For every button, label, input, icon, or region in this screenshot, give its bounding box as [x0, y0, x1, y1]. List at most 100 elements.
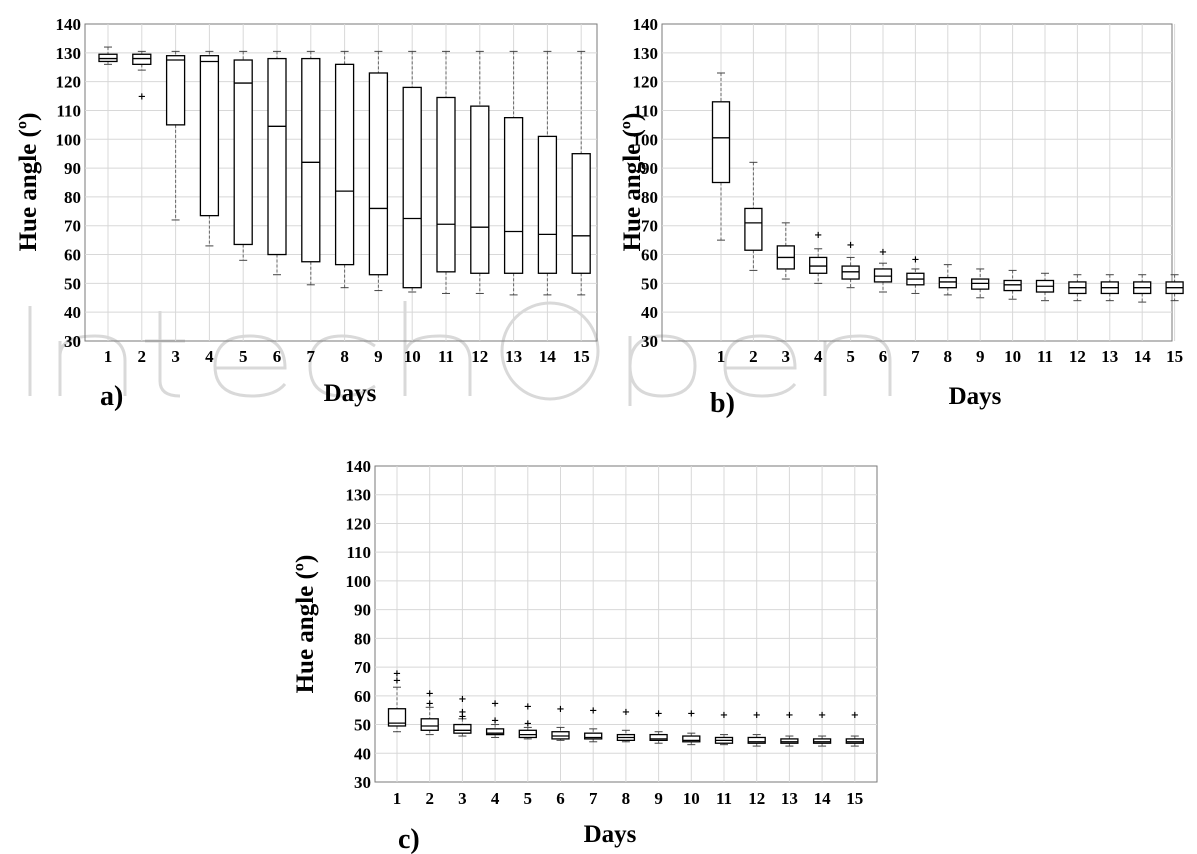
- box-day-11: [1035, 272, 1055, 302]
- y-tick-label: 50: [354, 716, 371, 735]
- iqr-box: [809, 256, 828, 274]
- iqr-box: [233, 59, 253, 246]
- iqr-box: [485, 728, 505, 736]
- y-tick-label: 50: [641, 274, 658, 293]
- box-day-13: [1100, 274, 1119, 302]
- iqr-box: [747, 736, 766, 744]
- box-day-10: [402, 50, 422, 293]
- y-axis-title: Hue angle (º): [292, 555, 319, 694]
- x-tick-label: 3: [782, 347, 791, 366]
- y-tick-label: 80: [64, 188, 81, 207]
- y-axis-title: Hue angle (º): [15, 113, 42, 252]
- x-tick-label: 11: [716, 789, 732, 808]
- x-tick-label: 4: [814, 347, 823, 366]
- box-day-11: [436, 50, 456, 294]
- box-day-7: +: [906, 254, 925, 294]
- box-day-5: ++: [518, 701, 537, 740]
- iqr-box: [649, 733, 668, 741]
- x-tick-label: 3: [171, 347, 180, 366]
- x-tick-label: 1: [393, 789, 402, 808]
- plot-frame: [84, 23, 598, 342]
- box-day-12: [1068, 274, 1087, 302]
- box-day-4: [199, 50, 220, 247]
- y-tick-label: 110: [56, 101, 81, 120]
- x-tick-label: 5: [524, 789, 533, 808]
- box-day-1: [711, 72, 731, 241]
- x-tick-label: 1: [717, 347, 726, 366]
- iqr-box: [199, 55, 220, 217]
- box-day-2: [744, 161, 763, 271]
- iqr-box: [938, 276, 957, 289]
- y-tick-label: 110: [346, 543, 371, 562]
- iqr-box: [518, 729, 537, 739]
- x-tick-label: 2: [425, 789, 434, 808]
- y-tick-label: 80: [641, 188, 658, 207]
- iqr-box: [551, 731, 570, 740]
- x-tick-label: 7: [589, 789, 598, 808]
- x-tick-label: 4: [205, 347, 214, 366]
- x-tick-label: 13: [781, 789, 798, 808]
- outlier-point: +: [846, 240, 854, 251]
- y-tick-label: 100: [346, 572, 372, 591]
- y-tick-label: 120: [346, 514, 372, 533]
- box-day-4: ++: [485, 699, 505, 738]
- x-tick-label: 5: [239, 347, 248, 366]
- x-tick-label: 7: [911, 347, 920, 366]
- x-tick-label: 10: [683, 789, 700, 808]
- x-tick-label: 9: [374, 347, 383, 366]
- box-day-4: +: [809, 230, 828, 284]
- x-axis-title: Days: [949, 383, 1002, 410]
- outlier-point: +: [458, 694, 466, 705]
- outlier-point: +: [622, 707, 630, 718]
- y-tick-label: 30: [64, 332, 81, 351]
- box-day-3: [165, 50, 186, 221]
- y-tick-label: 100: [633, 130, 659, 149]
- iqr-box: [571, 153, 591, 274]
- x-tick-label: 13: [505, 347, 522, 366]
- box-day-7: +: [584, 706, 603, 743]
- iqr-box: [368, 72, 389, 276]
- x-tick-label: 8: [622, 789, 631, 808]
- outlier-point: +: [426, 699, 434, 710]
- box-day-8: [938, 264, 957, 296]
- x-tick-label: 4: [491, 789, 500, 808]
- y-tick-label: 100: [56, 130, 82, 149]
- x-axis-title: Days: [324, 380, 377, 407]
- x-tick-label: 2: [749, 347, 758, 366]
- x-tick-label: 2: [138, 347, 147, 366]
- box-day-6: +: [873, 247, 893, 293]
- x-tick-label: 1: [104, 347, 113, 366]
- x-tick-label: 15: [1166, 347, 1183, 366]
- y-axis-title: Hue angle (º): [619, 113, 646, 252]
- outlier-point: +: [911, 254, 919, 265]
- y-tick-label: 50: [64, 274, 81, 293]
- x-tick-label: 12: [471, 347, 488, 366]
- iqr-box: [812, 738, 832, 744]
- box-day-13: [503, 50, 524, 296]
- x-tick-label: 8: [340, 347, 349, 366]
- x-tick-label: 14: [814, 789, 832, 808]
- x-tick-label: 6: [556, 789, 565, 808]
- outlier-point: +: [687, 709, 695, 720]
- x-tick-label: 11: [1037, 347, 1053, 366]
- y-tick-label: 40: [641, 303, 658, 322]
- y-tick-label: 80: [354, 629, 371, 648]
- box-day-12: +: [747, 710, 766, 747]
- y-tick-label: 120: [633, 73, 659, 92]
- panel-label: b): [710, 388, 735, 419]
- y-tick-label: 140: [56, 15, 82, 34]
- iqr-box: [334, 63, 355, 266]
- outlier-point: +: [589, 706, 597, 717]
- iqr-box: [267, 57, 287, 256]
- box-day-15: [571, 50, 591, 296]
- y-tick-label: 60: [354, 687, 371, 706]
- y-tick-label: 60: [64, 246, 81, 265]
- iqr-box: [470, 105, 490, 274]
- panel-label: a): [100, 381, 123, 412]
- iqr-box: [537, 135, 558, 274]
- x-tick-label: 6: [273, 347, 282, 366]
- iqr-box: [845, 738, 864, 744]
- outlier-point: +: [556, 704, 564, 715]
- y-tick-label: 40: [354, 744, 371, 763]
